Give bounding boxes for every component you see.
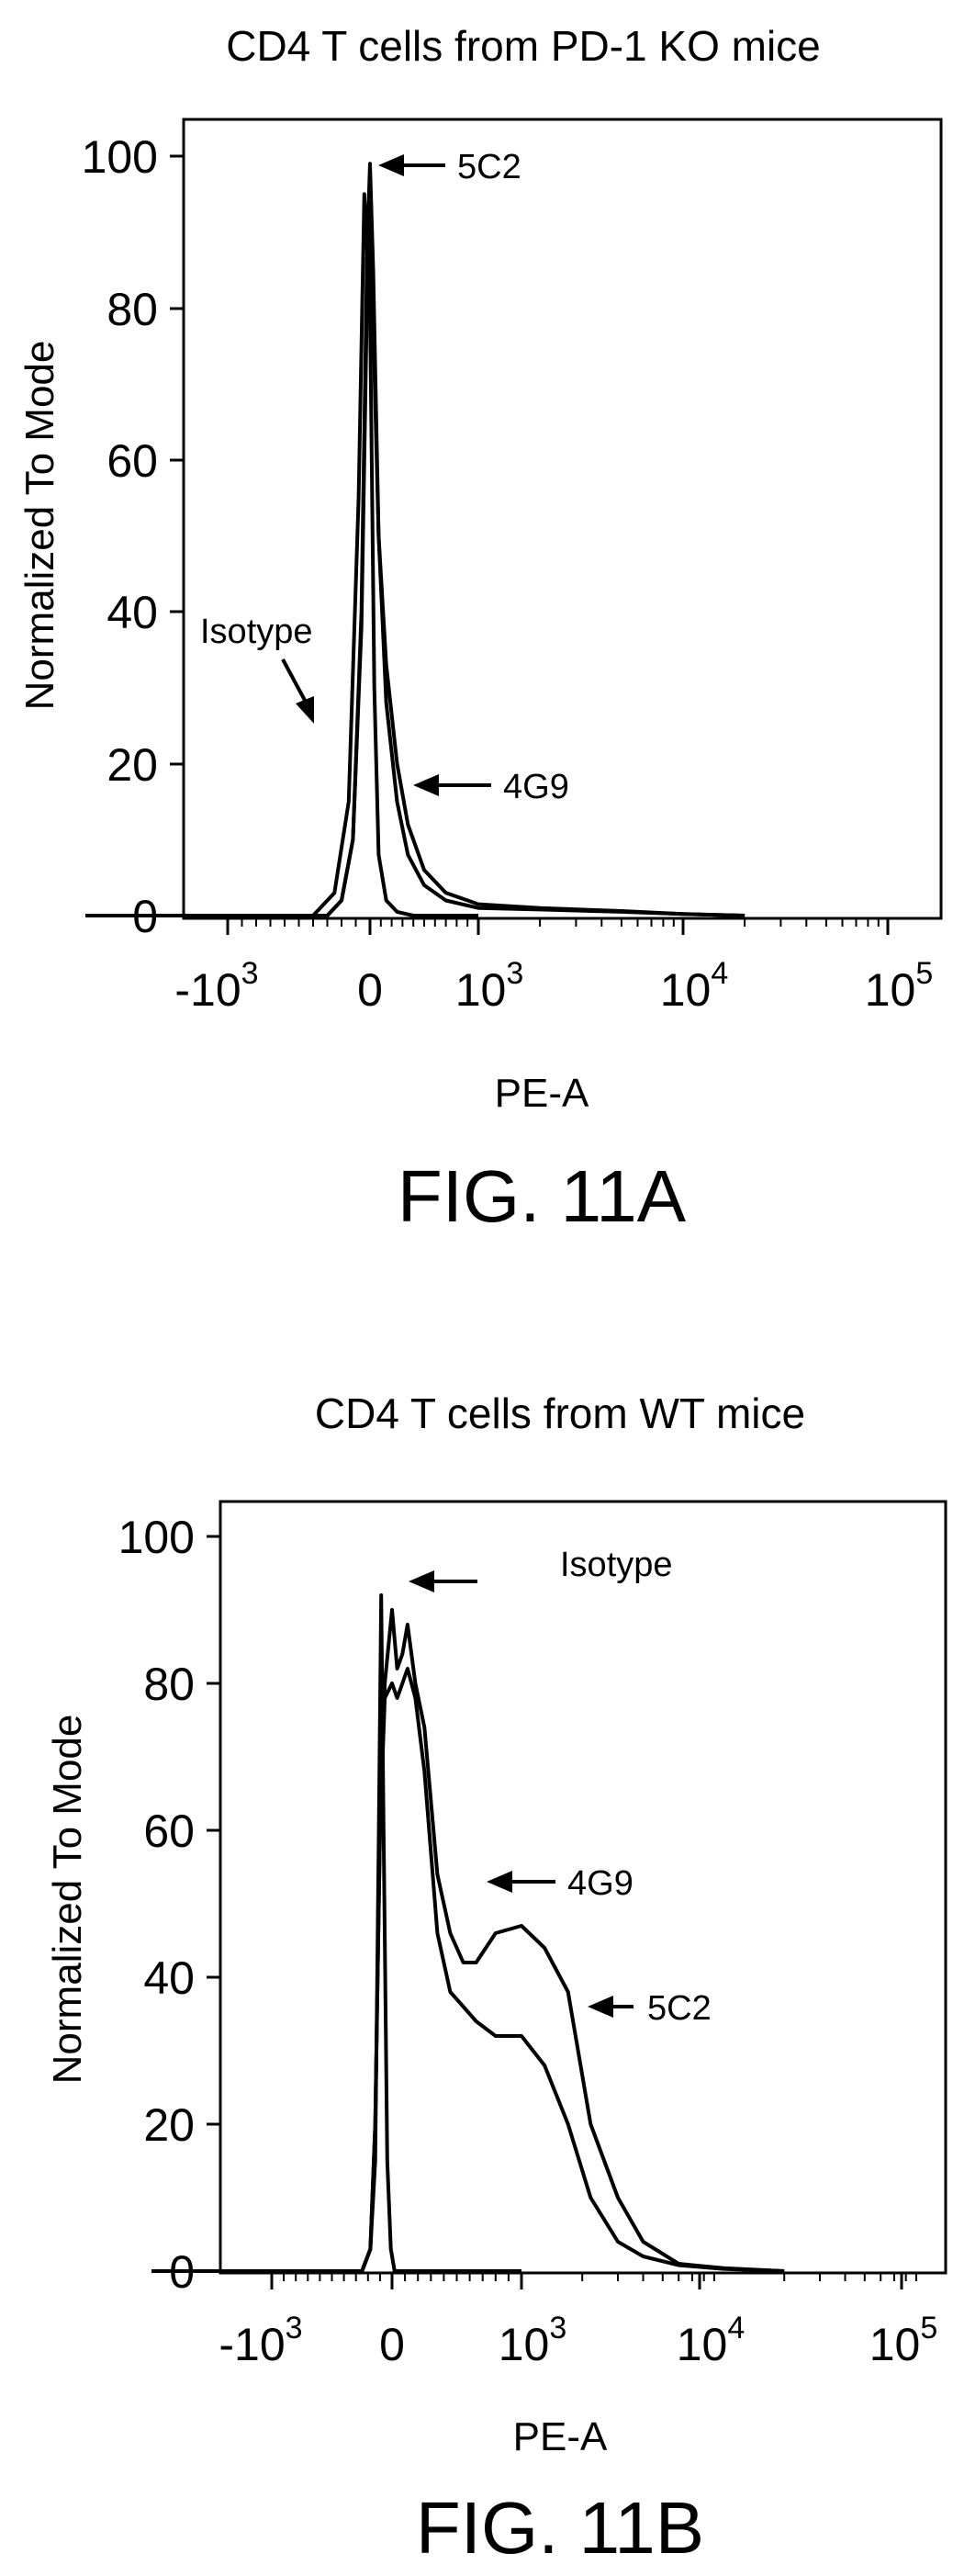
y-tick-label: 60 bbox=[143, 1805, 195, 1857]
series-4g9-curve bbox=[151, 1608, 785, 2273]
series-isotype-curve bbox=[85, 192, 478, 917]
series-5c2-curve bbox=[151, 1667, 785, 2273]
panel-a: CD4 T cells from PD-1 KO mice Normalized… bbox=[17, 22, 943, 1237]
y-axis-label: Normalized To Mode bbox=[17, 341, 62, 711]
y-tick-label: 40 bbox=[143, 1952, 195, 2004]
y-tick-label: 80 bbox=[143, 1659, 195, 1710]
figure-label: FIG. 11B bbox=[416, 2487, 704, 2569]
y-tick-label: 80 bbox=[107, 284, 158, 335]
annotation-isotype: Isotype bbox=[200, 613, 314, 724]
annotation-label: Isotype bbox=[200, 613, 313, 651]
x-tick-label: 105 bbox=[869, 2311, 938, 2370]
annotation-isotype: Isotype bbox=[409, 1546, 673, 1592]
y-tick-label: 40 bbox=[107, 587, 158, 638]
plot-frame bbox=[182, 118, 943, 920]
arrow-head bbox=[296, 696, 314, 724]
y-tick-label: 20 bbox=[107, 739, 158, 791]
x-tick-label: 104 bbox=[677, 2311, 746, 2370]
x-axis-label: PE-A bbox=[495, 1071, 589, 1116]
x-tick-label: 104 bbox=[660, 956, 729, 1016]
x-tick-label: 103 bbox=[499, 2311, 567, 2370]
chart-title: CD4 T cells from PD-1 KO mice bbox=[226, 22, 821, 70]
x-tick-label: -103 bbox=[174, 956, 258, 1016]
x-tick-label: 103 bbox=[455, 956, 524, 1016]
annotation-4g9: 4G9 bbox=[487, 1864, 633, 1903]
figure-label: FIG. 11A bbox=[398, 1155, 687, 1237]
x-axis-label: PE-A bbox=[513, 2414, 608, 2459]
x-axis: -103 0 103 104 105 bbox=[174, 918, 933, 1016]
annotation-label: 5C2 bbox=[647, 1989, 712, 2028]
histogram-curves bbox=[85, 162, 746, 917]
annotation-label: 4G9 bbox=[567, 1864, 633, 1903]
panel-b: CD4 T cells from WT mice Normalized To M… bbox=[45, 1389, 947, 2569]
series-4g9-curve bbox=[85, 215, 746, 917]
y-tick-label: 100 bbox=[118, 1512, 195, 1563]
y-axis: 0 20 40 60 80 100 bbox=[82, 131, 184, 942]
series-isotype-curve bbox=[151, 1593, 521, 2273]
chart-title: CD4 T cells from WT mice bbox=[315, 1389, 805, 1437]
arrow-head bbox=[588, 1996, 613, 2018]
arrow-head bbox=[487, 1871, 512, 1893]
arrow-line bbox=[281, 658, 310, 708]
annotation-label: 4G9 bbox=[503, 768, 569, 806]
x-axis: -103 0 103 104 105 bbox=[219, 2273, 937, 2370]
x-tick-label: -103 bbox=[219, 2311, 302, 2370]
annotation-5c2: 5C2 bbox=[378, 148, 521, 186]
y-axis-label: Normalized To Mode bbox=[45, 1715, 90, 2085]
x-tick-label: 0 bbox=[357, 964, 383, 1016]
x-tick-label: 0 bbox=[379, 2319, 405, 2370]
annotation-5c2: 5C2 bbox=[588, 1989, 712, 2028]
arrow-head bbox=[409, 1570, 434, 1592]
arrow-head bbox=[378, 154, 404, 176]
annotation-label: 5C2 bbox=[457, 148, 521, 186]
histogram-curves bbox=[151, 1593, 785, 2273]
y-axis: 0 20 40 60 80 100 bbox=[118, 1512, 220, 2298]
y-tick-label: 60 bbox=[107, 435, 158, 487]
annotation-4g9: 4G9 bbox=[413, 768, 569, 806]
arrow-head bbox=[413, 774, 439, 796]
annotation-label: Isotype bbox=[560, 1546, 673, 1584]
y-tick-label: 20 bbox=[143, 2099, 195, 2151]
x-tick-label: 105 bbox=[865, 956, 934, 1016]
y-tick-label: 100 bbox=[82, 131, 158, 183]
